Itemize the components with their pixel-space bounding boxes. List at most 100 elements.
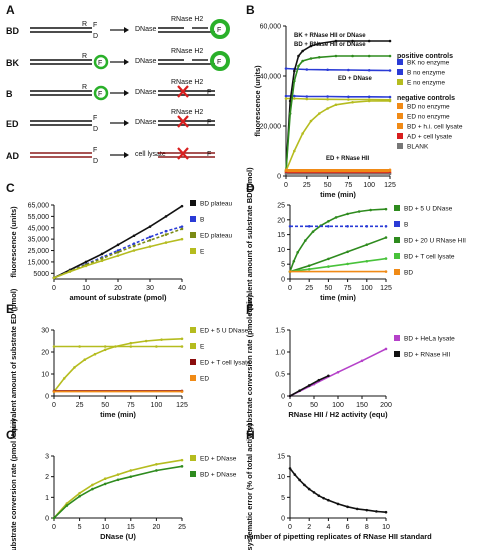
annotation: BK + RNase HII or DNase	[294, 33, 366, 39]
data-point	[305, 95, 309, 98]
annotation: BD + RNase HII or DNase	[294, 42, 366, 48]
data-point	[297, 64, 300, 68]
legend-swatch	[190, 471, 196, 477]
panel-letter-e: E	[6, 302, 14, 316]
x-tick-label: 25	[303, 182, 311, 189]
legend-title: positive controls	[397, 53, 453, 60]
data-point	[144, 339, 148, 343]
legend-swatch	[394, 221, 400, 227]
legend-swatch	[190, 216, 196, 222]
data-point	[132, 234, 136, 238]
series-line	[289, 208, 387, 272]
data-point	[307, 225, 311, 228]
legend-swatch	[190, 343, 196, 349]
data-point	[296, 251, 299, 254]
y-tick-label: 40,000	[260, 74, 282, 81]
data-point	[367, 68, 371, 72]
schematic-row-bk: BK R F DNase RNase H2 F	[6, 48, 230, 71]
x-axis-label: number of pipetting replicates of RNase …	[244, 532, 432, 541]
data-point	[388, 69, 392, 72]
data-point	[62, 377, 66, 380]
f-mark: F	[93, 22, 97, 29]
data-point	[132, 244, 136, 248]
series-line	[289, 257, 387, 273]
chart-h: 0 2 4 6 8 10 0 5 10 15 number of pipetting replica…	[244, 423, 432, 550]
data-point	[100, 252, 104, 256]
x-tick-label: 0	[52, 285, 56, 292]
legend-label: BD + 5 U DNase	[404, 206, 453, 213]
series-line	[286, 97, 391, 101]
y-tick-label: 5000	[33, 271, 49, 278]
y-axis-label: equivalent amount of substrate ED (pmol)	[9, 288, 18, 437]
y-tick-label: 0.5	[275, 372, 285, 379]
y-tick-label: 0	[281, 394, 285, 401]
x-tick-label: 15	[127, 524, 135, 531]
data-point	[116, 473, 120, 476]
annotation: ED + RNase HII	[326, 156, 370, 162]
x-axis-label: time (min)	[100, 410, 136, 419]
data-point	[388, 39, 392, 43]
x-tick-label: 8	[365, 524, 369, 531]
data-point	[326, 95, 329, 98]
x-tick-label: 0	[288, 285, 292, 292]
data-point	[384, 347, 388, 351]
data-point	[160, 338, 163, 341]
x-tick-label: 100	[332, 402, 344, 409]
x-tick-label: 20	[153, 524, 161, 531]
row-label: AD	[6, 151, 19, 161]
arrow-head	[124, 120, 129, 126]
data-point	[327, 498, 330, 502]
legend-label: AD + cell lysate	[407, 134, 452, 141]
y-tick-label: 35,000	[28, 237, 50, 244]
chart-f: 0 50 100 150 200 0 0.5 1.0 1.5 RNase HII / H2 act…	[245, 294, 455, 431]
data-point	[301, 59, 304, 63]
data-point	[52, 345, 56, 348]
schematic-row-b: B R F DNase RNase H2 F	[6, 79, 215, 101]
row-label: B	[6, 89, 13, 99]
data-point	[327, 374, 330, 378]
y-axis-label: substrate conversion rate (pmol / min)	[9, 418, 18, 550]
data-point	[367, 99, 371, 103]
data-point	[334, 103, 338, 107]
data-point	[301, 132, 304, 135]
x-tick-label: 0	[284, 182, 288, 189]
y-tick-label: 60,000	[260, 24, 282, 31]
fluorophore-glow-icon	[210, 19, 230, 39]
data-point	[116, 243, 120, 247]
legend-swatch	[394, 351, 400, 357]
legend-swatch	[394, 269, 400, 275]
x-tick-label: 10	[101, 524, 109, 531]
panel-letter-g: G	[6, 428, 15, 442]
data-point	[317, 378, 321, 382]
series-line	[53, 225, 183, 279]
data-point	[346, 505, 349, 509]
data-point	[367, 39, 371, 43]
data-point	[284, 97, 288, 100]
data-point	[388, 99, 392, 103]
data-point	[68, 270, 72, 273]
legend-label: BD + RNase HII	[404, 352, 451, 359]
row-label: BK	[6, 58, 19, 68]
data-point	[360, 359, 364, 363]
series-line	[289, 467, 387, 513]
data-point	[293, 94, 296, 98]
legend-label: BD + T cell lysate	[404, 254, 455, 261]
data-point	[132, 242, 136, 246]
legend-swatch	[190, 455, 196, 461]
data-point	[180, 465, 184, 468]
data-point	[148, 238, 152, 242]
data-point	[93, 352, 97, 356]
data-point	[334, 39, 338, 43]
data-point	[180, 237, 184, 241]
x-tick-label: 30	[146, 285, 154, 292]
d-mark: D	[93, 158, 98, 165]
data-point	[180, 337, 184, 341]
enzyme-label: cell lysate	[135, 151, 166, 158]
y-tick-label: 20,000	[260, 124, 282, 131]
legend-label: BD + 20 U RNase HII	[404, 238, 466, 245]
arrow-head	[124, 27, 129, 33]
f-mark: F	[93, 115, 97, 122]
data-point	[52, 516, 56, 520]
